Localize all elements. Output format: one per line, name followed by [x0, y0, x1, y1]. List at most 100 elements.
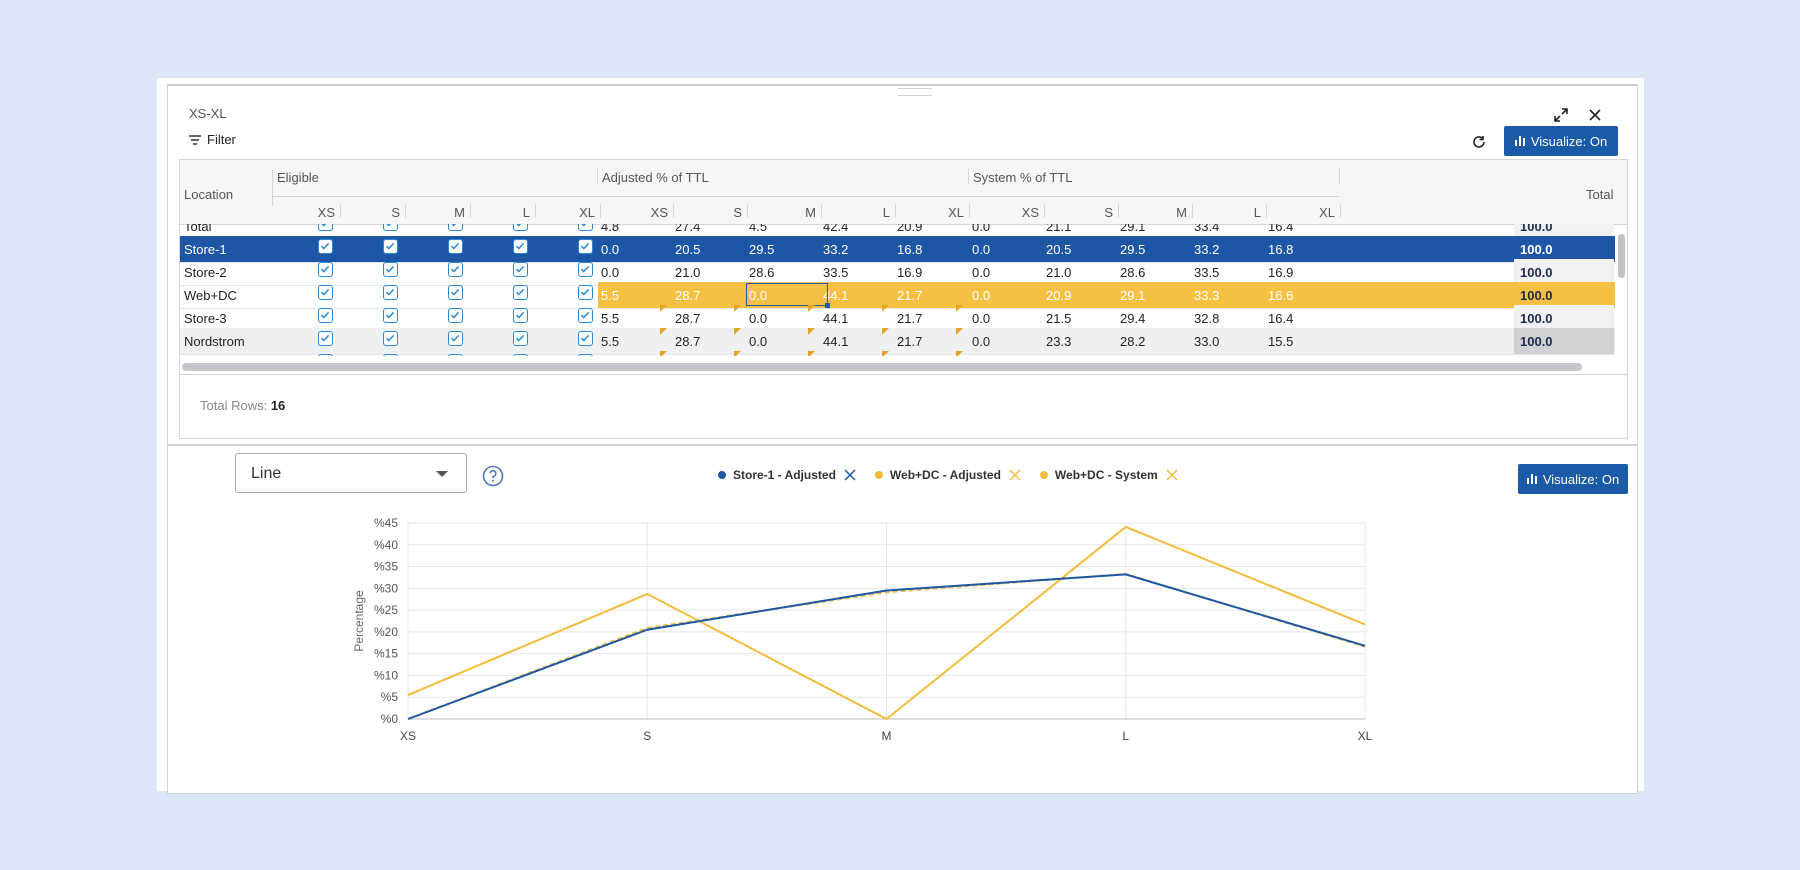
adjusted-cell[interactable]: 5.5 — [601, 288, 620, 303]
adjusted-cell[interactable]: 44.1 — [823, 288, 849, 303]
visualize-button[interactable]: Visualize: On — [1504, 126, 1618, 156]
adjusted-cell[interactable]: 5.5 — [601, 334, 620, 349]
adjusted-cell[interactable]: 28.7 — [675, 311, 701, 326]
remove-series-icon[interactable] — [1165, 468, 1179, 482]
adjusted-cell[interactable]: 21.7 — [897, 311, 923, 326]
subheader-system-m[interactable]: M — [1176, 205, 1187, 220]
eligible-checkbox[interactable] — [448, 331, 463, 346]
adjusted-cell[interactable]: 29.5 — [749, 242, 775, 257]
adjusted-cell[interactable]: 21.7 — [897, 288, 923, 303]
adjusted-cell[interactable]: 33.2 — [823, 242, 849, 257]
adjusted-cell[interactable]: 42.4 — [823, 224, 849, 234]
table-row[interactable] — [180, 351, 1615, 356]
eligible-checkbox[interactable] — [513, 239, 528, 254]
eligible-checkbox[interactable] — [318, 262, 333, 277]
adjusted-cell[interactable]: 27.4 — [675, 224, 701, 234]
eligible-checkbox[interactable] — [513, 331, 528, 346]
adjusted-cell[interactable]: 20.5 — [675, 242, 701, 257]
row-location[interactable]: Store-2 — [184, 265, 227, 280]
eligible-checkbox[interactable] — [578, 354, 593, 356]
eligible-checkbox[interactable] — [513, 354, 528, 356]
eligible-checkbox[interactable] — [513, 308, 528, 323]
help-icon[interactable] — [482, 465, 504, 487]
adjusted-cell[interactable]: 20.9 — [897, 224, 923, 234]
eligible-checkbox[interactable] — [578, 262, 593, 277]
adjusted-cell[interactable]: 16.9 — [897, 265, 923, 280]
subheader-adjusted-m[interactable]: M — [805, 205, 816, 220]
subheader-system-l[interactable]: L — [1253, 205, 1261, 220]
table-row[interactable]: Nordstrom 5.5 28.7 0.0 44.1 21.7 0.0 23.3 28.2 33… — [180, 328, 1615, 355]
row-location[interactable]: Nordstrom — [184, 334, 245, 349]
adjusted-cell[interactable]: 21.0 — [675, 265, 701, 280]
eligible-checkbox[interactable] — [318, 224, 333, 231]
adjusted-cell[interactable]: 4.5 — [749, 224, 768, 234]
table-row[interactable]: Web+DC 5.5 28.7 0.0 44.1 21.7 0.0 20.9 29.1 33.3 1… — [180, 282, 1615, 309]
row-location[interactable]: Store-1 — [184, 242, 227, 257]
eligible-checkbox[interactable] — [448, 239, 463, 254]
adjusted-cell[interactable]: 44.1 — [823, 334, 849, 349]
eligible-checkbox[interactable] — [578, 331, 593, 346]
eligible-checkbox[interactable] — [448, 262, 463, 277]
adjusted-cell[interactable]: 28.6 — [749, 265, 775, 280]
adjusted-cell[interactable]: 4.8 — [601, 224, 620, 234]
adjusted-cell[interactable]: 33.5 — [823, 265, 849, 280]
refresh-icon[interactable] — [1469, 132, 1489, 152]
adjusted-cell[interactable]: 0.0 — [601, 242, 620, 257]
eligible-checkbox[interactable] — [448, 285, 463, 300]
subheader-system-xs[interactable]: XS — [1021, 205, 1039, 220]
expand-icon[interactable] — [1550, 104, 1572, 126]
eligible-checkbox[interactable] — [318, 354, 333, 356]
adjusted-cell[interactable]: 0.0 — [601, 265, 620, 280]
eligible-checkbox[interactable] — [448, 224, 463, 231]
chart-type-select[interactable]: Line — [235, 453, 467, 493]
subheader-eligible-m[interactable]: M — [454, 205, 465, 220]
adjusted-cell[interactable]: 44.1 — [823, 311, 849, 326]
adjusted-cell[interactable]: 16.8 — [897, 242, 923, 257]
subheader-adjusted-xl[interactable]: XL — [948, 205, 964, 220]
subheader-system-xl[interactable]: XL — [1319, 205, 1335, 220]
resize-handle[interactable] — [898, 88, 932, 96]
eligible-checkbox[interactable] — [513, 262, 528, 277]
subheader-adjusted-xs[interactable]: XS — [650, 205, 668, 220]
eligible-checkbox[interactable] — [383, 308, 398, 323]
eligible-checkbox[interactable] — [513, 224, 528, 231]
eligible-checkbox[interactable] — [383, 285, 398, 300]
subheader-system-s[interactable]: S — [1104, 205, 1113, 220]
subheader-eligible-l[interactable]: L — [522, 205, 530, 220]
row-location[interactable]: Web+DC — [184, 288, 237, 303]
eligible-checkbox[interactable] — [578, 308, 593, 323]
eligible-checkbox[interactable] — [383, 239, 398, 254]
eligible-checkbox[interactable] — [448, 308, 463, 323]
remove-series-icon[interactable] — [1008, 468, 1022, 482]
eligible-checkbox[interactable] — [578, 239, 593, 254]
eligible-checkbox[interactable] — [318, 285, 333, 300]
subheader-eligible-xs[interactable]: XS — [317, 205, 335, 220]
subheader-eligible-xl[interactable]: XL — [579, 205, 595, 220]
adjusted-cell[interactable]: 28.7 — [675, 288, 701, 303]
horizontal-scrollbar[interactable] — [182, 363, 1582, 372]
header-location[interactable]: Location — [184, 187, 234, 202]
eligible-checkbox[interactable] — [318, 239, 333, 254]
eligible-checkbox[interactable] — [448, 354, 463, 356]
close-icon[interactable] — [1584, 104, 1606, 126]
subheader-eligible-s[interactable]: S — [391, 205, 400, 220]
subheader-adjusted-l[interactable]: L — [882, 205, 890, 220]
eligible-checkbox[interactable] — [383, 331, 398, 346]
adjusted-cell[interactable]: 0.0 — [749, 288, 768, 303]
row-location[interactable]: Total — [184, 224, 212, 234]
eligible-checkbox[interactable] — [578, 224, 593, 231]
row-location[interactable]: Store-3 — [184, 311, 227, 326]
vertical-scrollbar[interactable] — [1617, 224, 1626, 359]
eligible-checkbox[interactable] — [513, 285, 528, 300]
table-row[interactable]: Store-1 0.0 20.5 29.5 33.2 16.8 0.0 20.5 29.5 33.… — [180, 236, 1615, 263]
adjusted-cell[interactable]: 0.0 — [749, 311, 768, 326]
eligible-checkbox[interactable] — [318, 331, 333, 346]
eligible-checkbox[interactable] — [578, 285, 593, 300]
filter-button[interactable]: Filter — [189, 132, 236, 147]
adjusted-cell[interactable]: 5.5 — [601, 311, 620, 326]
eligible-checkbox[interactable] — [318, 308, 333, 323]
eligible-checkbox[interactable] — [383, 262, 398, 277]
subheader-adjusted-s[interactable]: S — [733, 205, 742, 220]
adjusted-cell[interactable]: 0.0 — [749, 334, 768, 349]
adjusted-cell[interactable]: 28.7 — [675, 334, 701, 349]
